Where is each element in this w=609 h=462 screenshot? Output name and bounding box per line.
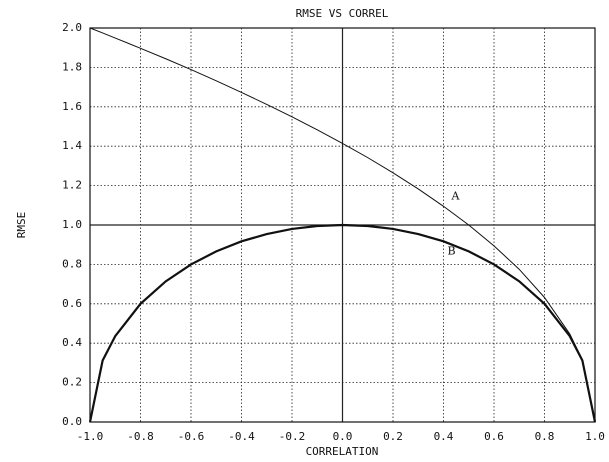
x-tick-label: 0.2 xyxy=(383,430,403,443)
x-tick-label: -0.6 xyxy=(178,430,205,443)
series-label: B xyxy=(448,244,456,257)
line-series xyxy=(88,223,597,423)
chart-title: RMSE VS CORREL xyxy=(296,7,389,20)
x-tick-label: 0.4 xyxy=(434,430,454,443)
x-tick-label: 1.0 xyxy=(585,430,605,443)
y-tick-label: 0.0 xyxy=(62,415,82,428)
x-tick-label: -1.0 xyxy=(77,430,104,443)
y-tick-label: 1.8 xyxy=(62,60,82,73)
x-tick-label: -0.8 xyxy=(127,430,154,443)
x-tick-label: 0.0 xyxy=(333,430,353,443)
y-axis-label: RMSE xyxy=(15,212,28,239)
y-tick-label: 0.4 xyxy=(62,336,82,349)
y-tick-label: 0.6 xyxy=(62,297,82,310)
y-tick-label: 1.0 xyxy=(62,218,82,231)
x-tick-label: 0.6 xyxy=(484,430,504,443)
line-series xyxy=(89,27,596,423)
y-tick-label: 2.0 xyxy=(62,21,82,34)
x-tick-label: -0.2 xyxy=(279,430,306,443)
series-label: A xyxy=(451,189,461,202)
x-tick-label: 0.8 xyxy=(535,430,555,443)
plot-frame xyxy=(89,27,596,423)
y-tick-label: 1.6 xyxy=(62,100,82,113)
y-tick-label: 1.2 xyxy=(62,179,82,192)
y-tick-label: 1.4 xyxy=(62,139,82,152)
x-axis-label: CORRELATION xyxy=(306,445,379,458)
y-tick-label: 0.2 xyxy=(62,376,82,389)
y-tick-label: 0.8 xyxy=(62,257,82,270)
x-tick-label: -0.4 xyxy=(228,430,255,443)
